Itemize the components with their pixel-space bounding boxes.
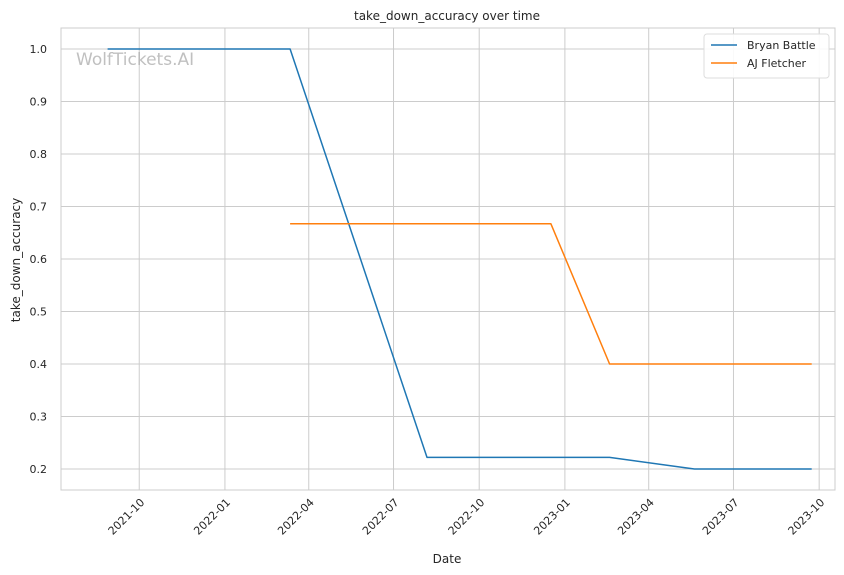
legend-label: AJ Fletcher — [747, 57, 807, 70]
y-tick-label: 0.5 — [30, 306, 48, 319]
y-tick-label: 1.0 — [30, 43, 48, 56]
y-tick-label: 0.6 — [30, 253, 48, 266]
x-tick-label: 2023-01 — [531, 496, 573, 538]
x-tick-label: 2022-10 — [446, 496, 488, 538]
y-tick-label: 0.2 — [30, 463, 48, 476]
x-tick-label: 2022-07 — [360, 496, 402, 538]
watermark-text: WolfTickets.AI — [76, 50, 194, 70]
x-tick-label: 2023-04 — [615, 496, 657, 538]
x-tick-label: 2022-01 — [191, 496, 233, 538]
y-axis-label: take_down_accuracy — [9, 198, 23, 322]
series-line-0 — [107, 48, 812, 470]
y-tick-label: 0.8 — [30, 148, 48, 161]
x-tick-label: 2023-10 — [786, 496, 828, 538]
legend: Bryan Battle AJ Fletcher — [703, 33, 830, 79]
plot-frame — [60, 27, 836, 491]
y-tick-label: 0.3 — [30, 411, 48, 424]
x-axis: 2021-10 2022-01 2022-04 2022-07 2022-10 2023-… — [106, 496, 828, 538]
y-tick-label: 0.4 — [30, 358, 48, 371]
x-tick-label: 2021-10 — [106, 496, 148, 538]
y-tick-label: 0.7 — [30, 201, 48, 214]
chart-title: take_down_accuracy over time — [354, 9, 540, 23]
legend-label: Bryan Battle — [747, 39, 816, 52]
x-axis-label: Date — [433, 552, 462, 566]
series-lines — [107, 48, 812, 470]
y-axis: 0.2 0.3 0.4 0.5 0.6 0.7 0.8 0.9 1.0 — [30, 43, 48, 476]
x-tick-label: 2022-04 — [275, 496, 317, 538]
series-line-1 — [290, 223, 812, 365]
y-tick-label: 0.9 — [30, 96, 48, 109]
x-tick-label: 2023-07 — [700, 496, 742, 538]
